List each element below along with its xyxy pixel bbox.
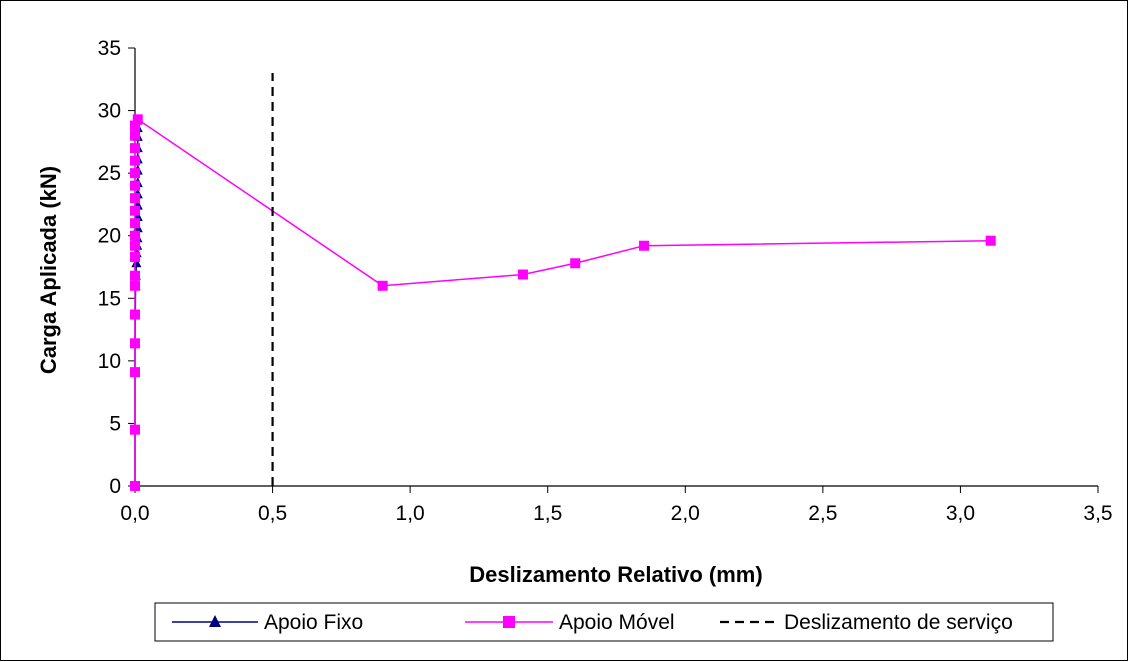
data-point-apoio-movel: [130, 338, 140, 348]
data-point-apoio-movel: [130, 156, 140, 166]
data-point-apoio-movel: [130, 425, 140, 435]
data-point-apoio-movel: [130, 168, 140, 178]
data-point-apoio-movel: [133, 114, 143, 124]
y-tick-label: 0: [109, 475, 121, 498]
legend-label-apoio-movel: Apoio Móvel: [559, 611, 675, 634]
data-point-apoio-movel: [130, 310, 140, 320]
y-tick-label: 10: [98, 350, 121, 373]
data-point-apoio-movel: [130, 481, 140, 491]
y-tick-label: 20: [98, 225, 121, 248]
y-tick-label: 30: [98, 100, 121, 123]
data-point-apoio-movel: [986, 236, 996, 246]
legend-marker-apoio-movel: [503, 616, 515, 628]
data-point-apoio-movel: [130, 218, 140, 228]
data-point-apoio-movel: [130, 281, 140, 291]
data-point-apoio-movel: [130, 367, 140, 377]
data-point-apoio-movel: [130, 241, 140, 251]
y-tick-label: 5: [109, 412, 121, 435]
x-tick-label: 3,5: [1083, 502, 1112, 525]
x-tick-label: 0,5: [258, 502, 287, 525]
x-tick-label: 2,0: [671, 502, 700, 525]
x-tick-label: 3,0: [946, 502, 975, 525]
x-tick-label: 1,0: [396, 502, 425, 525]
data-point-apoio-movel: [130, 181, 140, 191]
x-tick-label: 1,5: [533, 502, 562, 525]
y-axis-title: Carga Aplicada (kN): [36, 166, 61, 374]
data-point-apoio-movel: [130, 143, 140, 153]
x-tick-label: 0,0: [120, 502, 149, 525]
data-point-apoio-movel: [639, 241, 649, 251]
data-point-apoio-movel: [130, 206, 140, 216]
legend: Apoio Fixo Apoio Móvel Deslizamento de ser…: [155, 603, 1053, 641]
data-point-apoio-movel: [130, 131, 140, 141]
data-point-apoio-movel: [130, 193, 140, 203]
legend-label-servico: Deslizamento de serviço: [784, 611, 1013, 634]
y-tick-label: 25: [98, 162, 121, 185]
x-axis-title: Deslizamento Relativo (mm): [469, 562, 762, 587]
y-tick-label: 35: [98, 37, 121, 60]
data-point-apoio-movel: [378, 281, 388, 291]
y-tick-label: 15: [98, 287, 121, 310]
data-point-apoio-movel: [518, 270, 528, 280]
data-point-apoio-movel: [130, 252, 140, 262]
legend-label-apoio-fixo: Apoio Fixo: [264, 611, 363, 634]
data-point-apoio-movel: [130, 231, 140, 241]
data-point-apoio-movel: [130, 271, 140, 281]
data-point-apoio-movel: [570, 258, 580, 268]
x-tick-label: 2,5: [808, 502, 837, 525]
